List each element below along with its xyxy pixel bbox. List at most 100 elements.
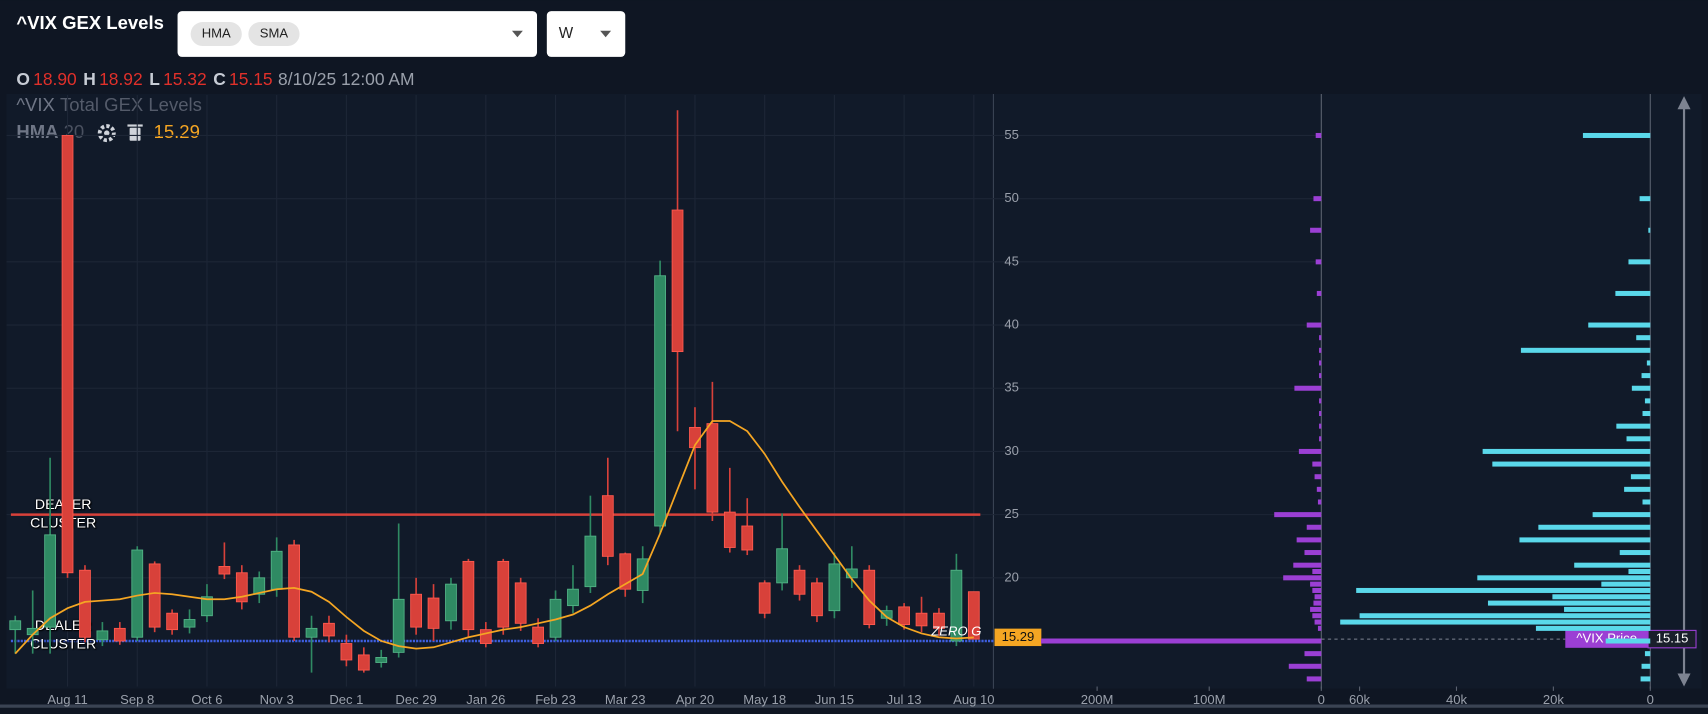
series-legend: ^VIX Total GEX Levels — [16, 94, 202, 115]
trash-lid — [127, 124, 143, 127]
candle-body — [532, 626, 544, 644]
gex-bar — [1574, 562, 1651, 568]
gex-bar — [1538, 524, 1651, 530]
x-tick-label: Jul 13 — [887, 692, 922, 707]
candle-body — [811, 582, 823, 617]
gex-bar — [1315, 259, 1322, 265]
y-tick-label: 50 — [1004, 190, 1019, 205]
candle-body — [776, 548, 788, 584]
candle-body — [218, 566, 231, 575]
price-tag-label: 15.29 — [1002, 629, 1035, 644]
x-tick-label: Dec 29 — [395, 692, 436, 707]
x-tick-label: Apr 20 — [676, 692, 715, 707]
annotation: ZERO G — [930, 623, 981, 638]
gex-bar — [1628, 259, 1651, 265]
gex-bar — [1319, 423, 1322, 429]
candle-body — [253, 577, 266, 595]
indicator-last: 15.29 — [154, 121, 200, 142]
gex-bar — [1283, 575, 1322, 581]
candle-body — [270, 550, 283, 590]
gex-bar — [1304, 651, 1322, 657]
ohlc-key: O — [16, 68, 30, 88]
gex-bar — [1359, 613, 1651, 619]
candle-body — [584, 535, 597, 588]
gex-bar — [1319, 360, 1322, 366]
y-tick-label: 45 — [1004, 253, 1019, 268]
dropdown-arrow — [511, 30, 523, 38]
ohlc-value: 15.15 — [229, 68, 273, 88]
gex-bar — [1314, 619, 1322, 625]
gear-center — [104, 130, 110, 136]
dropdown-arrow — [600, 30, 612, 38]
gex-bar — [1616, 423, 1651, 429]
settings-icon[interactable] — [97, 124, 116, 143]
timeframe-select[interactable] — [546, 11, 626, 57]
x-tick-label: 40k — [1446, 692, 1468, 707]
candle-body — [950, 569, 963, 642]
indicator-legend: HMA 20 — [16, 121, 84, 142]
gex-bar — [1605, 638, 1651, 644]
gex-bar — [1310, 581, 1322, 587]
gex-bar — [1520, 347, 1651, 353]
candle-body — [113, 627, 126, 642]
gex-bar — [1319, 436, 1322, 442]
gex-bar — [1288, 663, 1322, 669]
ohlc-value: 18.92 — [99, 68, 143, 88]
ohlc-date: 8/10/25 12:00 AM — [278, 68, 414, 88]
gex-bar — [1314, 594, 1322, 600]
candle-body — [828, 563, 841, 612]
candle-body — [514, 582, 527, 624]
gex-bar — [1312, 613, 1322, 619]
candle-body — [392, 598, 405, 653]
gex-bar — [1317, 499, 1322, 505]
gex-bar — [1648, 227, 1651, 233]
candle-body — [427, 597, 440, 629]
chip[interactable] — [190, 22, 242, 47]
candle-body — [288, 544, 300, 638]
trash-body — [129, 127, 141, 141]
chip-label: HMA — [202, 25, 231, 40]
gex-bar — [1319, 411, 1322, 417]
ohlc-key: H — [83, 68, 96, 88]
x-tick-label: May 18 — [743, 692, 786, 707]
candle-body — [410, 593, 422, 628]
candle-body — [479, 629, 492, 644]
candle-body — [340, 643, 353, 661]
chip[interactable] — [248, 22, 300, 47]
candle-body — [741, 525, 754, 551]
candle-body — [915, 612, 928, 627]
candle-body — [462, 560, 475, 631]
x-tick-label: Jun 15 — [815, 692, 854, 707]
gear — [97, 124, 116, 143]
candle-body — [148, 563, 161, 628]
gex-bar — [1312, 587, 1322, 593]
gex-bar — [1564, 606, 1651, 612]
gex-bar — [1274, 512, 1322, 518]
candle-body — [880, 610, 893, 619]
candle-body — [793, 569, 806, 595]
gex-bar — [1646, 360, 1651, 366]
gex-bar — [1316, 486, 1322, 492]
gex-bar — [1588, 322, 1651, 328]
gex-bar — [1644, 398, 1651, 404]
x-tick-label: Feb 23 — [535, 692, 576, 707]
gex-bar — [1313, 196, 1322, 202]
x-tick-label: Dec 1 — [329, 692, 363, 707]
gex-bar — [1317, 625, 1322, 631]
gex-bar — [1630, 474, 1651, 480]
gex-bar — [1582, 132, 1651, 138]
x-tick-label: Nov 3 — [260, 692, 294, 707]
legend-name: Total GEX Levels — [60, 94, 202, 115]
hma-line — [14, 420, 974, 655]
candle-body — [201, 596, 213, 617]
candle-body — [375, 657, 388, 663]
gex-bar — [1296, 537, 1322, 543]
ohlc-value: 15.32 — [163, 68, 207, 88]
gex-bar — [1314, 474, 1322, 480]
gex-bar — [1552, 594, 1651, 600]
plot-background — [6, 93, 1702, 689]
candle-body — [967, 591, 980, 640]
candle-body — [61, 135, 74, 574]
delete-icon[interactable] — [127, 124, 143, 141]
